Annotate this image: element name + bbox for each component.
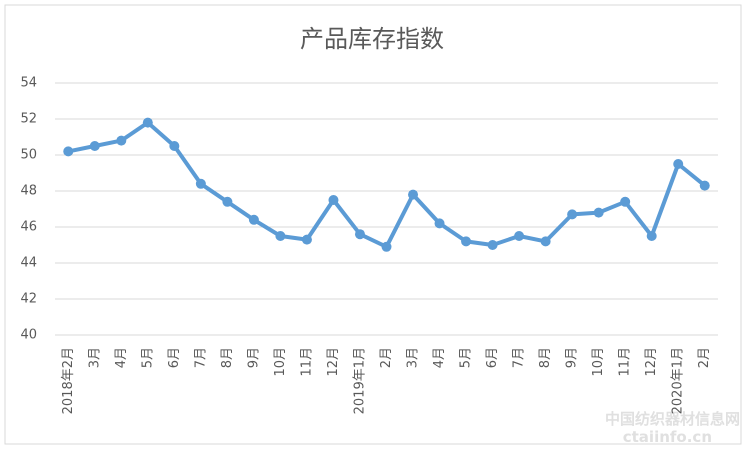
x-tick-label: 4月: [432, 347, 447, 368]
marker: [699, 180, 710, 191]
marker: [487, 240, 498, 250]
y-tick-label: 54: [20, 76, 37, 91]
x-tick-label: 7月: [193, 347, 208, 368]
x-tick-label: 12月: [326, 347, 341, 377]
marker: [169, 141, 180, 151]
x-tick-label: 12月: [644, 347, 659, 377]
x-tick-label: 6月: [485, 347, 500, 368]
x-tick-label: 9月: [246, 347, 261, 368]
watermark: ctaiinfo.cn: [623, 428, 712, 446]
marker: [301, 234, 312, 245]
watermark: 中国纺织器材信息网: [605, 410, 740, 428]
marker: [195, 178, 206, 189]
marker: [63, 146, 74, 157]
marker: [354, 229, 365, 240]
marker: [461, 236, 472, 247]
y-tick-label: 50: [20, 148, 37, 163]
x-tick-label: 2月: [379, 347, 394, 368]
x-tick-label: 11月: [618, 347, 633, 377]
x-tick-label: 2月: [697, 347, 712, 368]
x-tick-label: 11月: [299, 347, 314, 377]
y-tick-label: 52: [20, 112, 37, 127]
marker: [567, 209, 578, 220]
marker: [222, 196, 233, 207]
x-tick-label: 10月: [591, 347, 606, 377]
marker: [116, 135, 127, 146]
chart-title: 产品库存指数: [300, 25, 444, 53]
marker: [89, 141, 100, 151]
y-tick-label: 46: [20, 220, 37, 235]
marker: [620, 196, 631, 207]
chart-frame: [4, 4, 742, 445]
marker: [408, 189, 419, 200]
x-tick-label: 9月: [565, 347, 580, 368]
marker: [593, 207, 604, 218]
marker: [434, 218, 445, 229]
marker: [328, 195, 339, 205]
y-tick-label: 44: [20, 256, 37, 271]
marker: [275, 231, 286, 241]
x-tick-label: 3月: [406, 347, 421, 368]
marker: [673, 159, 684, 169]
marker: [514, 231, 525, 241]
x-tick-label: 6月: [167, 347, 182, 368]
x-tick-label: 2020年1月: [671, 347, 686, 414]
marker: [381, 241, 392, 252]
y-tick-label: 40: [20, 328, 37, 343]
x-tick-label: 2018年2月: [61, 347, 76, 414]
x-tick-label: 8月: [538, 347, 553, 368]
x-tick-label: 5月: [140, 347, 155, 368]
marker: [646, 231, 657, 241]
x-tick-label: 3月: [87, 347, 102, 368]
marker: [142, 117, 153, 128]
x-tick-label: 7月: [512, 347, 527, 368]
y-tick-label: 48: [20, 184, 37, 199]
x-tick-label: 5月: [459, 347, 474, 368]
x-tick-label: 4月: [114, 347, 129, 368]
x-tick-label: 2019年1月: [352, 347, 367, 414]
x-tick-label: 10月: [273, 347, 288, 377]
marker: [540, 236, 551, 247]
y-tick-label: 42: [20, 292, 37, 307]
marker: [248, 214, 259, 225]
x-tick-label: 8月: [220, 347, 235, 368]
